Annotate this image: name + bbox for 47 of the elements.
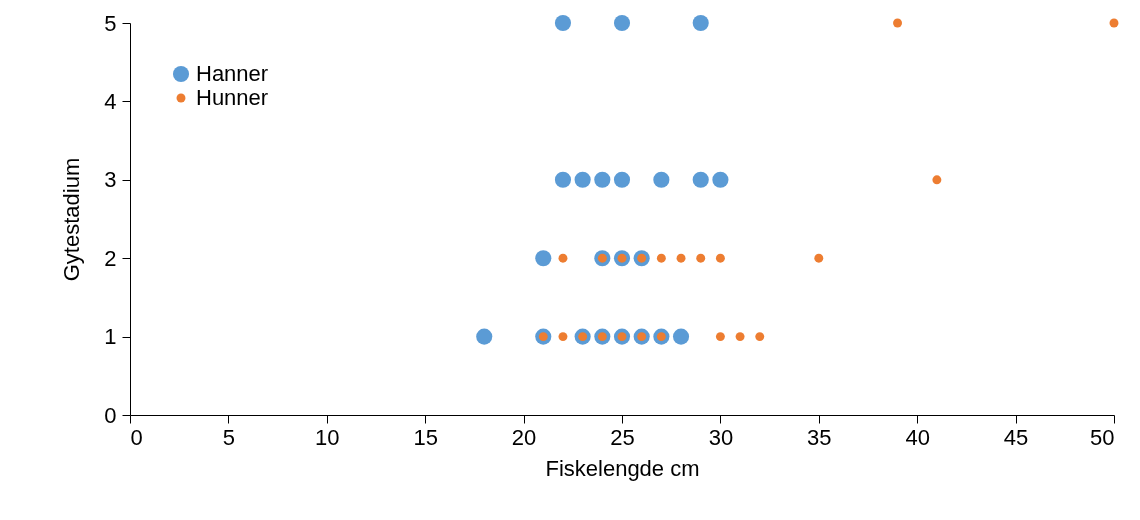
x-tick-label: 50 — [1090, 424, 1115, 450]
point — [613, 14, 631, 32]
x-tick-label: 25 — [610, 424, 635, 450]
x-tick-label: 45 — [1003, 424, 1029, 450]
legend-label: Hunner — [196, 85, 269, 110]
point — [535, 250, 552, 267]
y-tick-label: 2 — [104, 245, 117, 271]
point — [755, 332, 765, 342]
point — [558, 253, 568, 263]
point — [893, 18, 902, 28]
point — [476, 328, 493, 345]
point — [574, 171, 591, 188]
x-tick-label: 20 — [511, 424, 537, 450]
point — [696, 253, 706, 263]
point — [594, 171, 611, 188]
point — [692, 171, 709, 188]
point — [814, 253, 824, 263]
y-axis-title: Gytestadium — [59, 157, 85, 282]
point — [735, 332, 745, 342]
x-tick-label: 40 — [905, 424, 930, 450]
point — [554, 14, 572, 32]
x-tick-label: 30 — [708, 424, 734, 450]
y-tick-label: 1 — [104, 324, 117, 350]
point — [656, 253, 666, 263]
x-tick-label: 0 — [130, 424, 143, 450]
point — [1109, 18, 1119, 28]
point — [554, 171, 572, 188]
y-tick-label: 4 — [104, 88, 117, 114]
point — [676, 253, 686, 263]
x-axis-title: Fiskelengde cm — [545, 455, 700, 481]
x-tick-label: 5 — [222, 424, 236, 450]
point — [558, 332, 568, 342]
point — [613, 171, 631, 188]
y-tick-label: 5 — [104, 10, 117, 36]
point — [932, 175, 942, 185]
x-tick-label: 15 — [413, 424, 438, 450]
point — [653, 171, 670, 188]
x-tick-label: 35 — [807, 424, 832, 450]
point — [715, 253, 725, 263]
point — [715, 332, 725, 342]
y-tick-label: 3 — [104, 167, 117, 193]
point — [692, 14, 709, 32]
y-tick-label: 0 — [104, 402, 117, 428]
point — [712, 171, 729, 188]
x-tick-label: 10 — [315, 424, 340, 450]
legend-label: Hanner — [196, 61, 269, 86]
point — [672, 328, 690, 345]
